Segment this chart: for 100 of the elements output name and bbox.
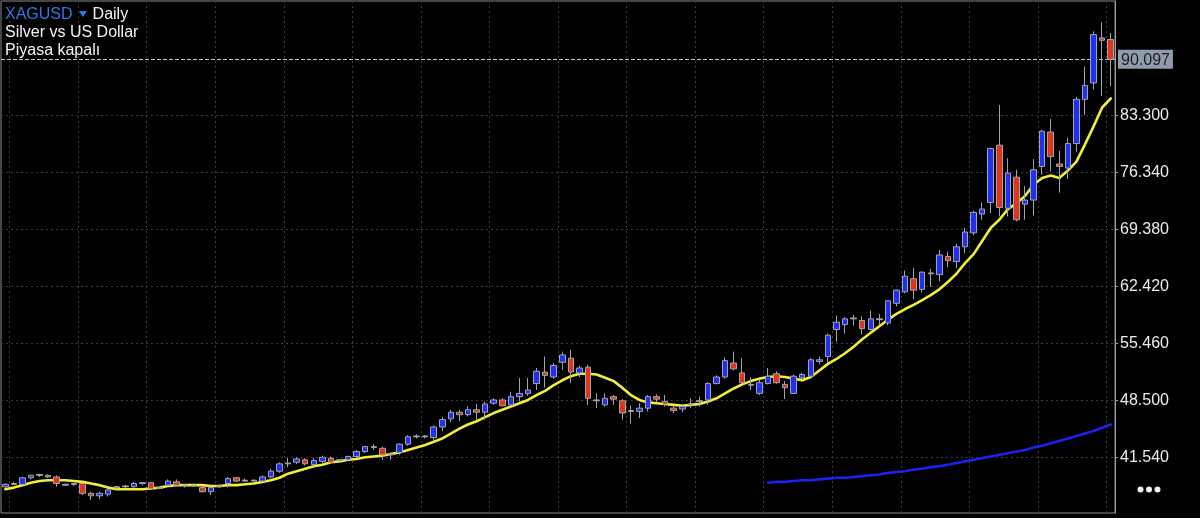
candlestick <box>276 461 283 474</box>
candlestick <box>868 310 874 331</box>
candlestick <box>96 491 103 500</box>
candlestick <box>722 356 728 380</box>
candlestick <box>653 393 660 403</box>
candlestick <box>705 381 711 406</box>
candlestick <box>953 242 960 269</box>
candlestick <box>1005 157 1011 217</box>
candlestick <box>216 483 223 489</box>
candlestick <box>328 455 334 464</box>
candlestick <box>156 486 163 490</box>
candlestick <box>242 478 248 483</box>
candlestick <box>233 476 240 483</box>
candlestick <box>405 434 411 447</box>
candlestick <box>508 391 514 407</box>
y-tick-label: 69.380 <box>1120 220 1170 238</box>
annotation: Silver vs US Dollar <box>5 23 139 41</box>
candlestick <box>610 394 617 406</box>
candlestick <box>902 270 908 294</box>
candlestick <box>748 376 754 391</box>
candlestick <box>499 397 506 407</box>
y-tick-label: 62.420 <box>1120 277 1170 295</box>
candlestick <box>893 288 900 308</box>
candlestick <box>593 392 600 409</box>
candlestick <box>859 315 865 335</box>
candlestick <box>696 396 703 407</box>
y-tick-label: 76.340 <box>1120 163 1170 181</box>
candlestick <box>36 473 43 478</box>
candlestick <box>568 349 574 384</box>
candlestick <box>2 483 9 489</box>
candlestick <box>585 364 591 406</box>
candlestick <box>679 403 686 413</box>
candlestick <box>165 478 171 487</box>
line-series <box>3 97 1113 491</box>
candlestick <box>928 268 934 288</box>
candlestick <box>876 313 883 326</box>
candlestick <box>850 314 857 326</box>
candlestick <box>225 476 231 489</box>
candlestick <box>602 392 608 407</box>
candlestick <box>516 377 523 403</box>
candlestick <box>336 458 343 463</box>
candlestick <box>688 397 694 409</box>
candlestick <box>191 484 197 488</box>
candlestick <box>636 402 643 419</box>
candlestick <box>448 409 454 423</box>
candlestick <box>19 476 26 486</box>
candlestick <box>730 351 737 371</box>
candlestick <box>490 397 497 406</box>
candlestick <box>430 424 437 441</box>
candlestick <box>345 455 351 462</box>
candlestick <box>148 481 154 490</box>
candlestick <box>739 357 745 385</box>
candlestick <box>131 481 137 489</box>
candlestick <box>1022 185 1028 221</box>
candlestick <box>362 445 368 454</box>
candlestick <box>670 405 677 414</box>
candlestick <box>302 457 308 466</box>
candlestick <box>1013 169 1020 222</box>
candlestick <box>62 483 69 487</box>
candlestick <box>173 478 180 487</box>
candlestick <box>1090 30 1097 90</box>
candlestick <box>1030 158 1037 217</box>
candlestick <box>782 380 788 400</box>
candlestick <box>1047 118 1054 172</box>
candlestick <box>319 455 326 464</box>
candlestick <box>542 356 548 389</box>
line-series <box>766 423 1113 484</box>
chart-subtitle: Daily <box>92 5 129 22</box>
candlestick <box>550 362 557 380</box>
candlestick <box>1099 21 1105 97</box>
candlestick <box>53 474 60 488</box>
candlestick <box>628 405 634 425</box>
candlestick <box>825 333 831 364</box>
candlestick <box>456 409 463 422</box>
candlestick <box>439 416 446 432</box>
candlestick <box>910 267 917 300</box>
candlestick <box>765 367 771 385</box>
candlestick <box>559 351 566 371</box>
candlestick <box>756 378 763 396</box>
candlestick <box>268 468 274 480</box>
candlestick <box>987 147 994 214</box>
ref-line-label: 90.097 <box>1121 50 1171 68</box>
candlestick <box>808 357 814 378</box>
candlestick <box>422 434 428 439</box>
candlestick <box>525 377 531 397</box>
candlestick <box>645 394 651 412</box>
candlestick <box>79 482 86 496</box>
candlestick <box>833 315 840 343</box>
candlestick <box>45 474 51 479</box>
candlestick <box>465 406 471 417</box>
candlestick <box>1056 150 1063 194</box>
candlestick <box>662 394 668 407</box>
candlestick <box>713 374 720 385</box>
candlestick <box>790 374 797 395</box>
candlestick <box>619 398 626 421</box>
candlestick <box>285 457 291 468</box>
candlestick <box>311 457 317 466</box>
candlestick <box>773 370 780 385</box>
y-tick-label: 83.300 <box>1120 106 1170 124</box>
annotation: Piyasa kapalı <box>5 41 102 59</box>
